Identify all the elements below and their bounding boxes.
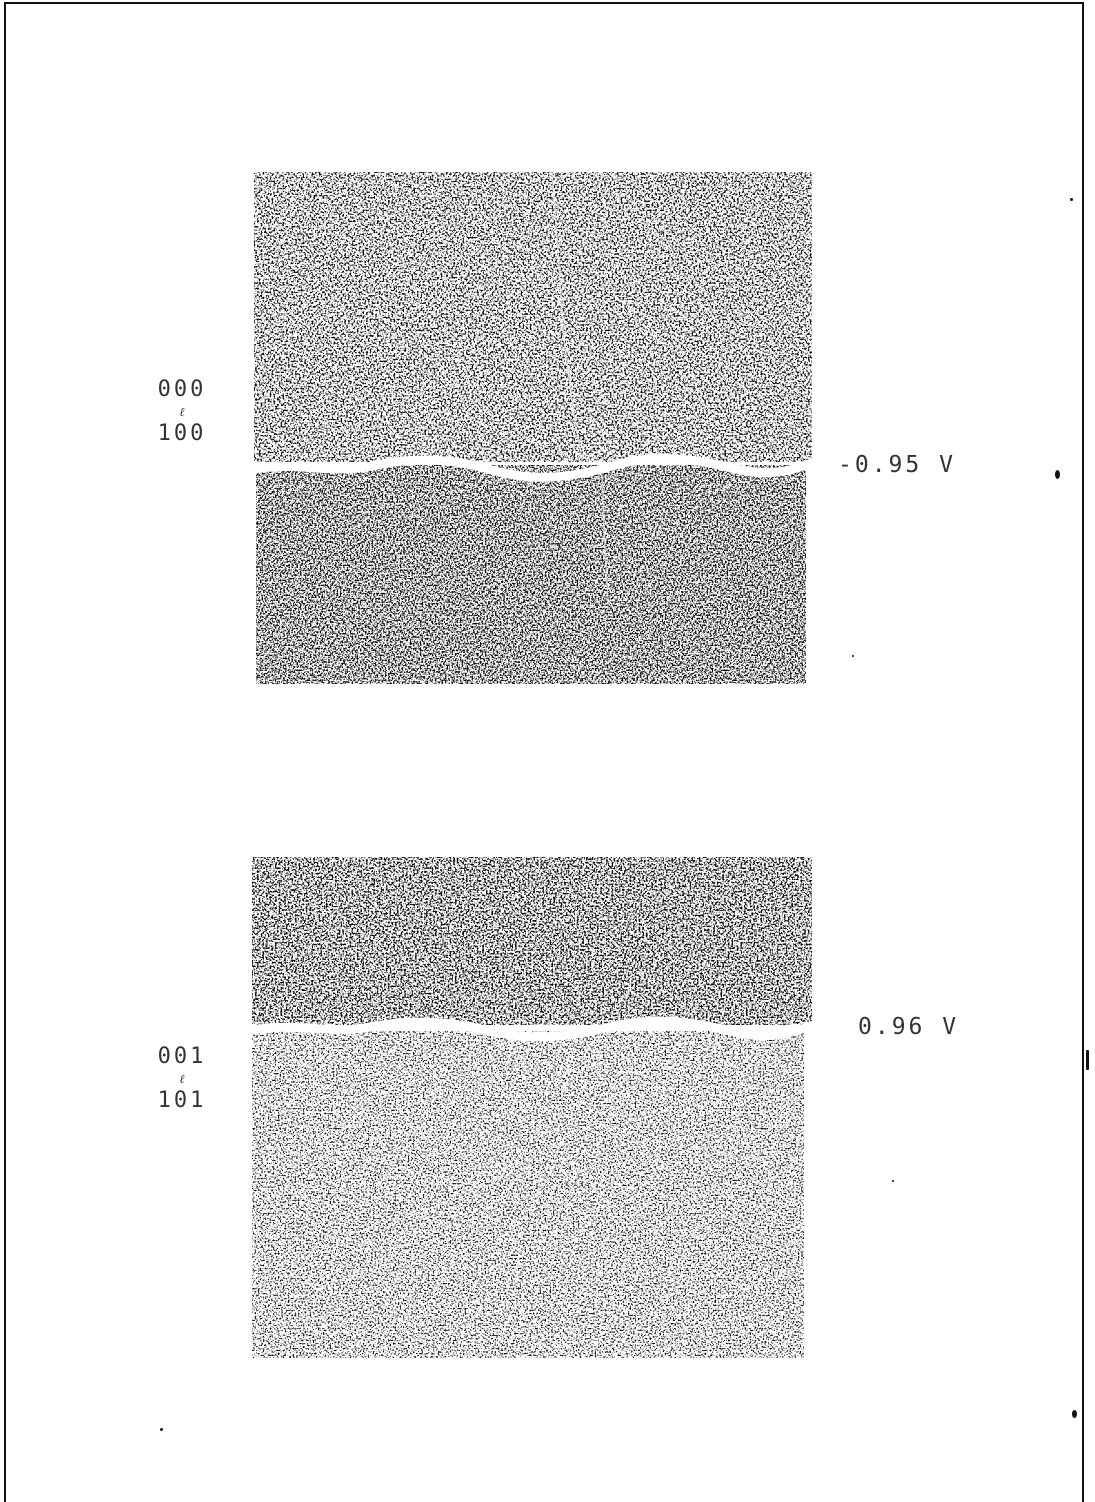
orientation-bottom-lower: 101 [157,1088,207,1113]
orientation-top-lower: 100 [157,421,207,446]
orientation-top-symbol: ℓ [179,405,185,419]
page-border [4,2,1084,1502]
scan-speck [892,1180,894,1182]
orientation-top-upper: 000 [157,377,207,402]
scan-speck [1086,1050,1089,1070]
scan-speck [1070,198,1073,201]
scan-speck [852,655,854,657]
scan-speck [1055,470,1060,479]
potential-label-bottom: 0.96 V [858,1014,960,1040]
potential-label-top: -0.95 V [838,452,956,478]
micrograph-bottom [250,857,814,1358]
micrograph-top [252,171,814,684]
scan-speck [160,1428,163,1431]
orientation-bottom-upper: 001 [157,1044,207,1069]
orientation-label-bottom: 001 ℓ 101 [147,1042,217,1116]
orientation-label-top: 000 ℓ 100 [147,375,217,449]
orientation-bottom-symbol: ℓ [179,1072,185,1086]
scan-speck [1072,1410,1077,1418]
